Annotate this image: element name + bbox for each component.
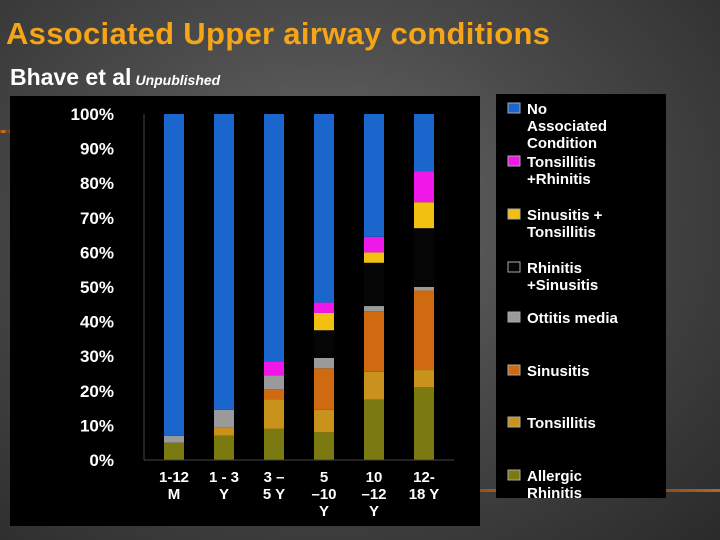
legend-label: Condition — [527, 135, 597, 152]
slide-title: Associated Upper airway conditions — [6, 16, 551, 51]
y-tick-label: 10% — [80, 416, 114, 435]
legend-label: Tonsillitis — [527, 154, 596, 171]
legend-panel: No Associated Condition Tonsillitis +Rhiniti… — [496, 94, 666, 502]
x-tick-label: 5 Y — [263, 486, 285, 503]
bar-segment-allergic-rhinitis — [214, 435, 234, 460]
legend-swatch — [507, 416, 521, 428]
bar-segment-tonsillitis — [364, 371, 384, 400]
legend-swatch — [507, 364, 521, 376]
legend-label: Associated — [527, 118, 607, 135]
x-tick-label: 1-12 — [159, 469, 189, 486]
bar-segment-sinusitis-tonsillitis — [364, 252, 384, 263]
bar-segment-no-associated-condition — [164, 114, 184, 436]
bar-segment-rhinitis-sinusitis — [414, 228, 434, 287]
legend-swatch — [507, 469, 521, 481]
x-tick-label: 12- — [413, 469, 435, 486]
legend-label: +Rhinitis — [527, 171, 591, 188]
bar-segment-sinusitis-tonsillitis — [414, 202, 434, 229]
y-tick-label: 100% — [71, 105, 114, 124]
y-tick-label: 60% — [80, 243, 114, 262]
x-tick-label: Y — [319, 503, 329, 520]
bar-segment-tonsillitis — [264, 399, 284, 429]
bar-segment-tonsillitis — [214, 427, 234, 436]
bar-segment-sinusitis-tonsillitis — [314, 312, 334, 331]
bar-segment-tonsillitis-rhinitis — [314, 302, 334, 313]
chart-panel: 0% 10% 20% 30% 40% 50% 60% 70% 80% 90% 100% 1-12 M 1 … — [10, 96, 480, 526]
bar-segment-tonsillitis-rhinitis — [264, 361, 284, 376]
y-tick-label: 50% — [80, 278, 114, 297]
stacked-bar-chart: 0% 10% 20% 30% 40% 50% 60% 70% 80% 90% 100% 1-12M 1 … — [71, 105, 454, 520]
x-tick-label: 5 — [320, 469, 328, 486]
chart-legend: NoAssociatedConditionTonsillitis+Rhiniti… — [507, 101, 619, 502]
x-tick-label: 3 – — [264, 469, 285, 486]
legend-swatch — [507, 261, 521, 273]
subtitle: Bhave et al Unpublished — [10, 64, 220, 91]
y-tick-label: 40% — [80, 313, 114, 332]
bar-segment-no-associated-condition — [214, 114, 234, 410]
bar-segment-allergic-rhinitis — [264, 428, 284, 460]
bar-segment-ottitis-media — [364, 306, 384, 312]
legend-label: Tonsillitis — [527, 224, 596, 241]
x-tick-label: M — [168, 486, 181, 503]
bar-segment-sinusitis — [314, 368, 334, 410]
bar-segment-no-associated-condition — [414, 114, 434, 172]
y-tick-label: 30% — [80, 347, 114, 366]
legend-label: Ottitis media — [527, 310, 619, 327]
author-citation: Bhave et al — [10, 64, 132, 90]
legend-label: Sinusitis + — [527, 207, 603, 224]
bar-segment-ottitis-media — [314, 357, 334, 369]
bar-segment-tonsillitis — [314, 409, 334, 433]
bar-segment-no-associated-condition — [264, 114, 284, 362]
legend-label: No — [527, 101, 547, 118]
x-tick-label: 18 Y — [409, 486, 440, 503]
bar-segment-ottitis-media — [414, 287, 434, 291]
bar-segment-allergic-rhinitis — [164, 442, 184, 460]
legend-label: Tonsillitis — [527, 415, 596, 432]
x-tick-label: 10 — [366, 469, 383, 486]
bar-segment-ottitis-media — [264, 375, 284, 390]
bar-segment-sinusitis — [364, 311, 384, 372]
x-tick-label: –10 — [311, 486, 336, 503]
x-tick-label: –12 — [361, 486, 386, 503]
y-tick-label: 80% — [80, 174, 114, 193]
decorative-line-left — [0, 130, 12, 133]
bar-segment-no-associated-condition — [314, 114, 334, 303]
legend-swatch — [507, 155, 521, 167]
bar-segment-no-associated-condition — [364, 114, 384, 237]
bar-segment-ottitis-media — [164, 435, 184, 443]
bar-segment-tonsillitis — [414, 370, 434, 388]
legend-label: Rhinitis — [527, 485, 582, 498]
x-tick-label: Y — [219, 486, 229, 503]
legend-swatch — [507, 311, 521, 323]
bar-segment-ottitis-media — [214, 409, 234, 428]
y-tick-label: 70% — [80, 209, 114, 228]
bar-segment-sinusitis — [264, 389, 284, 400]
y-tick-label: 90% — [80, 140, 114, 159]
legend-label: Allergic — [527, 468, 582, 485]
legend-swatch — [507, 208, 521, 220]
bar-segment-tonsillitis-rhinitis — [364, 236, 384, 253]
bar-segment-allergic-rhinitis — [364, 399, 384, 460]
y-tick-label: 20% — [80, 382, 114, 401]
x-tick-label: 1 - 3 — [209, 469, 239, 486]
bar-segment-rhinitis-sinusitis — [314, 330, 334, 358]
bar-segment-sinusitis — [414, 290, 434, 371]
legend-label: Rhinitis — [527, 260, 582, 277]
legend-label: Sinusitis — [527, 363, 590, 380]
y-tick-label: 0% — [89, 451, 114, 470]
bar-segment-allergic-rhinitis — [414, 387, 434, 460]
publication-note: Unpublished — [135, 72, 221, 88]
bar-segment-tonsillitis-rhinitis — [414, 171, 434, 203]
bar-segment-allergic-rhinitis — [314, 432, 334, 460]
legend-swatch — [507, 102, 521, 114]
x-tick-label: Y — [369, 503, 379, 520]
bar-segment-rhinitis-sinusitis — [364, 262, 384, 307]
legend-label: +Sinusitis — [527, 277, 598, 294]
